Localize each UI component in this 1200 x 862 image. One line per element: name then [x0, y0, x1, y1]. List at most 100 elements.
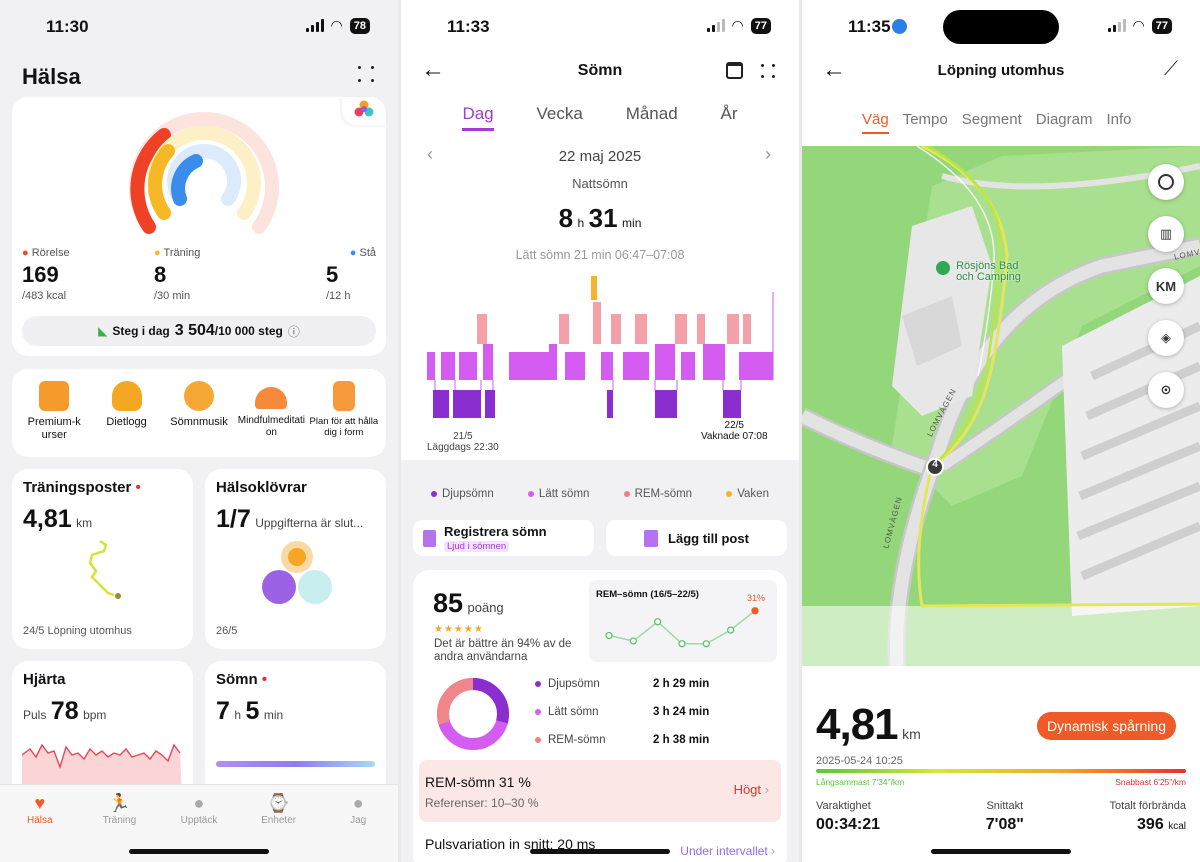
shortcut-fitness-plan[interactable]: Plan för att hålla dig i form [308, 381, 380, 442]
sleep-type: Nattsömn [572, 176, 628, 191]
home-indicator [530, 849, 670, 854]
battery-icon: 77 [750, 17, 771, 34]
course-icon [39, 381, 70, 411]
shoe-icon: ◣ [98, 324, 108, 338]
route-location-button[interactable]: ⊙ [1148, 372, 1184, 408]
rem-trend-point [605, 631, 613, 640]
nav-health[interactable]: ♥ Hälsa [0, 785, 80, 862]
signal-icon [1107, 19, 1126, 32]
poi-camping[interactable]: Rösjöns Bad och Camping [936, 261, 1032, 283]
tab-info[interactable]: Info [1106, 111, 1132, 128]
shortcut-diet-log[interactable]: Dietlogg [90, 381, 162, 442]
rings-palette-icon[interactable] [342, 97, 386, 125]
shortcut-sleep-music[interactable]: Sömnmusik [163, 381, 235, 442]
heart-rate-chart [22, 743, 182, 795]
rem-insight-row[interactable]: REM-sömn 31 % Referenser: 10–30 % Högt › [419, 760, 781, 822]
rem-trend-point [654, 618, 662, 626]
pace-gradient-bar [816, 769, 1186, 773]
calendar-icon[interactable] [726, 62, 743, 79]
location-icon [892, 19, 907, 34]
sleep-card[interactable]: Sömn • 7 h 5 min [205, 661, 386, 801]
km-button[interactable]: KM [1148, 268, 1184, 304]
tab-chart[interactable]: Diagram [1035, 111, 1093, 128]
layers-button[interactable]: ◈ [1148, 320, 1184, 356]
diet-icon [111, 381, 142, 411]
sleep-score-card[interactable]: 85 poäng ★★★★★ Det är bättre än 94% av d… [413, 570, 787, 862]
wifi-icon: ◠ [731, 17, 744, 33]
sleep-legend: Djupsömn Lätt sömn REM-sömn Vaken [431, 488, 769, 500]
add-record-button[interactable]: Lägg till post [606, 520, 787, 556]
dynamic-island [943, 10, 1059, 44]
map-type-button[interactable]: ▥ [1148, 216, 1184, 252]
tab-route[interactable]: Väg [862, 111, 889, 134]
watch-icon: ⌚ [267, 793, 290, 813]
fastest-pace: Snabbast 6'25"/km [1115, 777, 1186, 787]
wifi-icon: ◠ [330, 17, 343, 33]
heart-card[interactable]: Hjärta Puls 78 bpm [12, 661, 193, 801]
register-sleep-button[interactable]: Registrera sömn Ljud i sömnen [413, 520, 594, 556]
page-title: Sömn [577, 62, 623, 79]
breakdown-light: Lätt sömn 3 h 24 min [535, 706, 755, 734]
map-icon: ▥ [1159, 226, 1173, 241]
nav-training[interactable]: 🏃 Träning [80, 785, 160, 862]
distance-value: 4,81 km [816, 700, 921, 749]
tab-week[interactable]: Vecka [536, 104, 583, 123]
signal-icon [706, 19, 725, 32]
route-share-icon[interactable]: ⟋ [1164, 58, 1178, 80]
clover-icon [262, 541, 332, 604]
training-records-card[interactable]: Träningsposter • 4,81 km 24/5 Löpning ut… [12, 469, 193, 649]
tab-segment[interactable]: Segment [961, 111, 1022, 128]
steps-pill[interactable]: ◣ Steg i dag 3 504 /10 000 steg ⓘ [22, 316, 376, 346]
more-grid-icon[interactable] [761, 64, 775, 78]
health-clovers-card[interactable]: Hälsoklövrar 1/7 Uppgifterna är slut... … [205, 469, 386, 649]
stat-stand: ● Stå 5 /12 h [326, 247, 376, 302]
avatar-icon: ● [352, 793, 364, 813]
next-day-icon[interactable]: › [765, 144, 771, 164]
heart-icon: ♥ [34, 793, 46, 813]
info-icon[interactable]: ⓘ [287, 324, 300, 339]
locate-button[interactable] [1148, 164, 1184, 200]
nav-devices[interactable]: ⌚ Enheter [239, 785, 319, 862]
shortcuts-card: Premium-kurser Dietlogg Sömnmusik Mindfu… [12, 369, 386, 457]
more-grid-icon[interactable] [358, 66, 376, 84]
add-note-icon [644, 529, 659, 547]
home-indicator [931, 849, 1071, 854]
chevron-right-icon: › [764, 782, 769, 797]
tab-month[interactable]: Månad [625, 104, 678, 123]
tab-pace[interactable]: Tempo [902, 111, 948, 128]
legend-rem: REM-sömn [623, 488, 692, 500]
crosshair-icon [1158, 174, 1174, 190]
status-time: 11:30 [46, 17, 89, 36]
shortcut-premium-courses[interactable]: Premium-kurser [18, 381, 90, 442]
chart-start-label: 21/5 Läggdags 22:30 [427, 431, 499, 453]
rem-trend-point [727, 626, 735, 634]
tab-year[interactable]: År [720, 104, 738, 123]
segment-info: Lätt sömn 21 min 06:47–07:08 [515, 248, 685, 262]
legend-awake: Vaken [726, 488, 769, 500]
nav-me[interactable]: ● Jag [318, 785, 398, 862]
stat-duration: Varaktighet 00:34:21 [816, 800, 881, 833]
hrv-row[interactable]: Pulsvariation in snitt: 20 ms Under inte… [425, 836, 775, 858]
tab-day[interactable]: Dag [462, 104, 494, 131]
dynamic-tracking-button[interactable]: Dynamisk spårning [1036, 712, 1176, 740]
stat-training: ● Träning 8 /30 min [154, 247, 201, 302]
slowest-pace: Långsammast 7'34"/km [816, 777, 905, 787]
sleep-stage-chart [427, 276, 774, 418]
breakdown-deep: Djupsömn 2 h 29 min [535, 678, 755, 706]
wifi-icon: ◠ [1132, 17, 1145, 33]
body-icon [332, 381, 355, 411]
shortcut-mindfulness[interactable]: Mindfulmeditation [235, 381, 307, 442]
nav-discover[interactable]: ● Upptäck [159, 785, 239, 862]
sleep-screen: 11:33 ◠ 77 ← Sömn Dag Vecka Månad År ‹ 2… [401, 0, 799, 862]
legend-light: Lätt sömn [527, 488, 589, 500]
status-time: 11:33 [447, 17, 490, 36]
back-arrow-icon[interactable]: ← [421, 56, 445, 83]
prev-day-icon[interactable]: ‹ [427, 144, 433, 164]
stat-calories: Totalt förbrända 396 kcal [1109, 800, 1186, 833]
back-arrow-icon[interactable]: ← [822, 56, 846, 83]
route-map[interactable]: 4 Rösjöns Bad och Camping LOMVÄGEN LOMVÄ… [802, 146, 1200, 666]
activity-rings-card[interactable]: ● Rörelse 169 /483 kcal ● Träning 8 /30 … [12, 97, 386, 356]
rem-trend-point [751, 607, 759, 615]
battery-icon: 77 [1151, 17, 1172, 34]
chart-end-label: 22/5 Vaknade 07:08 [701, 420, 768, 442]
